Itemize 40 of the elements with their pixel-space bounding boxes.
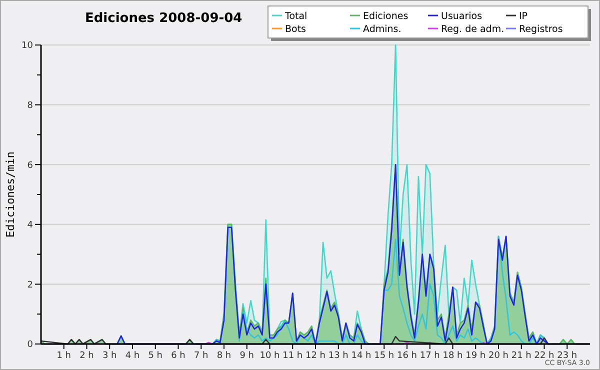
chart-title: Ediciones 2008-09-04 [85, 11, 242, 26]
y-tick-label: 2 [27, 280, 33, 290]
x-tick-label: 7 h [194, 351, 208, 361]
x-tick-label: 22 h [534, 351, 554, 361]
x-tick-label: 3 h [102, 351, 117, 361]
x-tick-label: 1 h [56, 351, 72, 361]
y-tick-label: 6 [27, 160, 34, 171]
x-tick-label: 15 h [374, 351, 394, 361]
x-tick-label: 8 h [216, 351, 232, 361]
x-tick-label: 5 h [148, 351, 163, 361]
x-tick-label: 20 h [488, 351, 509, 361]
x-tick-label: 16 h [396, 351, 418, 361]
x-tick-label: 11 h [282, 351, 303, 361]
legend-label: Registros [519, 24, 563, 35]
legend-label: Usuarios [441, 10, 482, 22]
x-tick-label: 18 h [442, 351, 463, 361]
x-tick-label: 23 h [557, 351, 578, 361]
x-tick-label: 9 h [240, 351, 254, 361]
x-tick-label: 13 h [328, 351, 348, 361]
y-tick-label: 10 [22, 41, 34, 52]
legend-label: Ediciones [363, 10, 408, 22]
x-tick-label: 4 h [125, 351, 140, 361]
x-tick-label: 10 h [260, 351, 280, 361]
x-tick-label: 12 h [305, 351, 326, 361]
x-tick-label: 14 h [351, 351, 372, 361]
x-tick-label: 2 h [80, 351, 94, 361]
x-tick-label: 17 h [420, 351, 440, 361]
x-tick-label: 21 h [511, 351, 532, 361]
y-tick-label: 8 [27, 100, 34, 111]
line-series [116, 164, 549, 345]
legend-label: Total [284, 10, 308, 22]
x-tick-label: 19 h [466, 351, 486, 361]
y-axis-title: Ediciones/min [4, 151, 17, 238]
legend-label: IP [519, 10, 528, 22]
legend-label: Admins. [363, 24, 402, 35]
legend-label: Reg. de adm. [441, 24, 504, 35]
y-tick-label: 0 [27, 340, 34, 350]
legend-label: Bots [285, 24, 306, 35]
x-tick-label: 6 h [171, 351, 186, 361]
y-tick-label: 4 [27, 220, 34, 231]
